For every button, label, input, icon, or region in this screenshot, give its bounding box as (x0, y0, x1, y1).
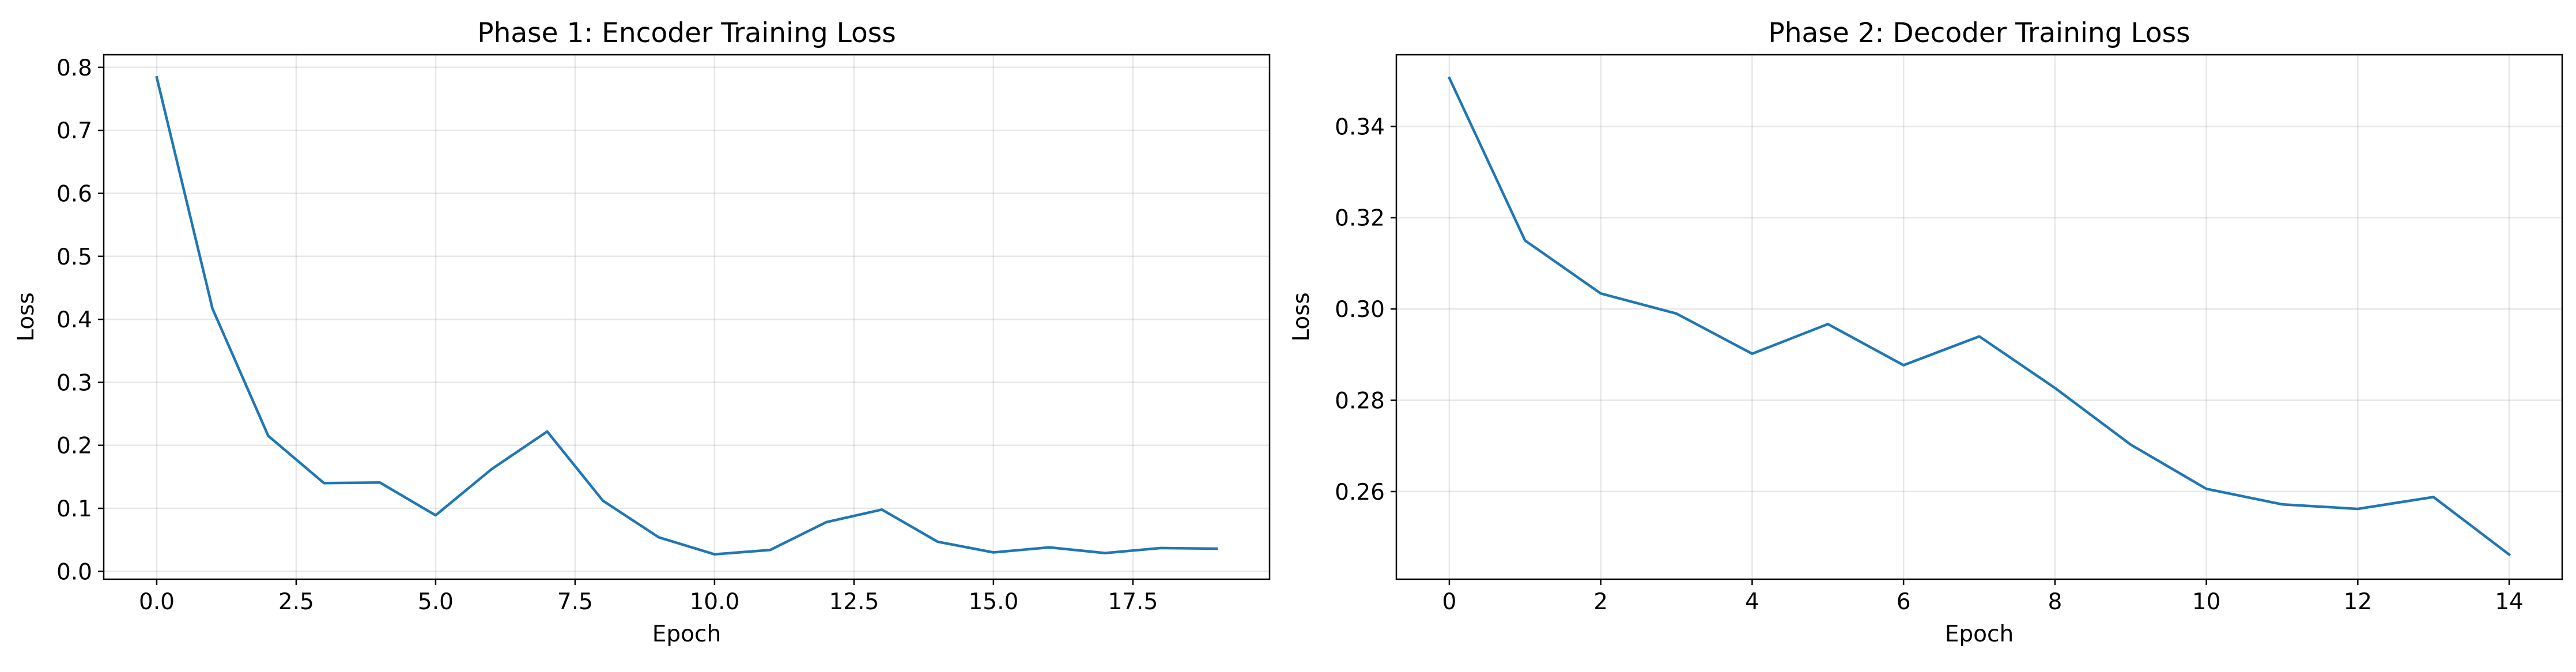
x-tick-label: 7.5 (557, 589, 593, 615)
y-tick-label: 0.1 (56, 496, 92, 522)
encoder-loss-chart: 0.0 2.5 5.0 7.5 10.0 12.5 15.0 17.5 0.00.10.20.… (13, 17, 1271, 647)
grid-lines (1396, 55, 2562, 579)
x-tick-label: 0.0 (139, 589, 175, 615)
y-tick-label: 0.0 (56, 559, 92, 585)
y-tick-label: 0.8 (56, 55, 92, 81)
x-tick-label: 14 (2495, 589, 2524, 615)
series-line (1448, 76, 2511, 557)
x-tick-label: 2 (1593, 589, 1608, 615)
chart-title: Phase 2: Decoder Training Loss (1768, 17, 2190, 49)
x-axis-label: Epoch (652, 621, 721, 647)
grid-lines (104, 55, 1270, 579)
y-tick-label: 0.30 (1335, 297, 1385, 323)
y-tick-label: 0.2 (56, 433, 92, 459)
y-tick-label: 0.26 (1335, 480, 1385, 505)
y-tick-label: 0.28 (1335, 388, 1385, 414)
x-axis-ticks: 0.0 2.5 5.0 7.5 10.0 12.5 15.0 17.5 (139, 579, 1158, 615)
x-axis-ticks: 0 2 4 6 8 10 12 14 (1442, 579, 2524, 615)
y-tick-label: 0.6 (56, 181, 92, 207)
y-axis-ticks: 0.0 0.1 0.2 0.3 0.4 0.5 0.6 0.7 0.8 (56, 55, 104, 585)
y-tick-label: 0.32 (1335, 206, 1385, 232)
x-tick-label: 10.0 (689, 589, 739, 615)
y-tick-label: 0.4 (56, 307, 92, 333)
x-tick-label: 2.5 (278, 589, 314, 615)
y-axis-label: Loss (1289, 292, 1315, 342)
x-tick-label: 12 (2343, 589, 2372, 615)
y-tick-label: 0.7 (56, 118, 92, 144)
y-tick-label: 0.5 (56, 244, 92, 270)
series-group (1448, 76, 2511, 557)
series-group (155, 75, 1218, 556)
axes-frame (1395, 54, 2563, 580)
y-axis-ticks: 0.26 0.28 0.30 0.32 0.34 (1335, 114, 1396, 505)
y-axis-label: Loss (13, 292, 39, 342)
x-tick-label: 8 (2048, 589, 2062, 615)
x-tick-label: 5.0 (418, 589, 454, 615)
y-tick-label: 0.3 (56, 370, 92, 396)
x-tick-label: 0 (1442, 589, 1457, 615)
x-tick-label: 12.5 (829, 589, 879, 615)
x-tick-label: 15.0 (968, 589, 1018, 615)
series-line (155, 75, 1218, 556)
x-tick-label: 4 (1745, 589, 1759, 615)
decoder-loss-chart: 0 2 4 6 8 10 12 14 0.26 0.28 0.30 0.32 0.34 Phase 2… (1289, 17, 2563, 647)
x-tick-label: 10 (2192, 589, 2221, 615)
chart-title: Phase 1: Encoder Training Loss (477, 17, 896, 49)
axes-frame (103, 54, 1271, 580)
x-tick-label: 6 (1897, 589, 1911, 615)
y-tick-label: 0.34 (1335, 114, 1385, 140)
x-axis-label: Epoch (1945, 621, 2014, 647)
x-tick-label: 17.5 (1108, 589, 1158, 615)
